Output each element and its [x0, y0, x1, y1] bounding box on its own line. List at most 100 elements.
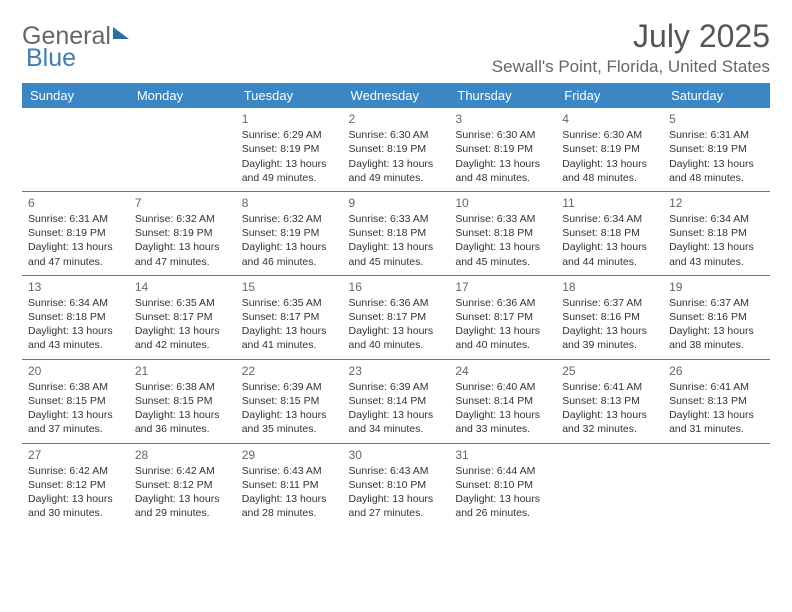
daylight-text: Daylight: 13 hours: [455, 492, 550, 506]
calendar-day-cell: 24Sunrise: 6:40 AMSunset: 8:14 PMDayligh…: [449, 359, 556, 443]
daylight-text: Daylight: 13 hours: [349, 408, 444, 422]
sunset-text: Sunset: 8:15 PM: [242, 394, 337, 408]
calendar-day-cell: [129, 108, 236, 191]
calendar-body: 1Sunrise: 6:29 AMSunset: 8:19 PMDaylight…: [22, 108, 770, 526]
sunrise-text: Sunrise: 6:37 AM: [562, 296, 657, 310]
sail-icon: [113, 27, 129, 39]
daylight-text: Daylight: 13 hours: [135, 492, 230, 506]
day-number: 17: [455, 279, 550, 295]
day-number: 2: [349, 111, 444, 127]
daylight-text: Daylight: 13 hours: [455, 240, 550, 254]
daylight-text: Daylight: 13 hours: [669, 240, 764, 254]
calendar-day-cell: 10Sunrise: 6:33 AMSunset: 8:18 PMDayligh…: [449, 191, 556, 275]
calendar-week-row: 27Sunrise: 6:42 AMSunset: 8:12 PMDayligh…: [22, 443, 770, 526]
day-number: 16: [349, 279, 444, 295]
daylight-text: Daylight: 13 hours: [242, 324, 337, 338]
sunrise-text: Sunrise: 6:34 AM: [669, 212, 764, 226]
sunset-text: Sunset: 8:14 PM: [455, 394, 550, 408]
daylight-text: and 28 minutes.: [242, 506, 337, 520]
calendar-day-cell: 23Sunrise: 6:39 AMSunset: 8:14 PMDayligh…: [343, 359, 450, 443]
sunrise-text: Sunrise: 6:29 AM: [242, 128, 337, 142]
calendar-day-cell: 5Sunrise: 6:31 AMSunset: 8:19 PMDaylight…: [663, 108, 770, 191]
calendar-week-row: 1Sunrise: 6:29 AMSunset: 8:19 PMDaylight…: [22, 108, 770, 191]
day-number: 9: [349, 195, 444, 211]
calendar-day-cell: 6Sunrise: 6:31 AMSunset: 8:19 PMDaylight…: [22, 191, 129, 275]
daylight-text: Daylight: 13 hours: [242, 408, 337, 422]
calendar-day-cell: 25Sunrise: 6:41 AMSunset: 8:13 PMDayligh…: [556, 359, 663, 443]
daylight-text: and 30 minutes.: [28, 506, 123, 520]
day-number: 22: [242, 363, 337, 379]
daylight-text: and 27 minutes.: [349, 506, 444, 520]
calendar-day-cell: 30Sunrise: 6:43 AMSunset: 8:10 PMDayligh…: [343, 443, 450, 526]
daylight-text: Daylight: 13 hours: [562, 324, 657, 338]
daylight-text: and 36 minutes.: [135, 422, 230, 436]
sunrise-text: Sunrise: 6:33 AM: [349, 212, 444, 226]
day-number: 28: [135, 447, 230, 463]
sunset-text: Sunset: 8:19 PM: [28, 226, 123, 240]
sunrise-text: Sunrise: 6:41 AM: [669, 380, 764, 394]
daylight-text: Daylight: 13 hours: [242, 240, 337, 254]
daylight-text: and 45 minutes.: [349, 255, 444, 269]
calendar-day-cell: 26Sunrise: 6:41 AMSunset: 8:13 PMDayligh…: [663, 359, 770, 443]
day-number: 11: [562, 195, 657, 211]
daylight-text: and 46 minutes.: [242, 255, 337, 269]
calendar-day-cell: 20Sunrise: 6:38 AMSunset: 8:15 PMDayligh…: [22, 359, 129, 443]
daylight-text: Daylight: 13 hours: [242, 492, 337, 506]
sunrise-text: Sunrise: 6:40 AM: [455, 380, 550, 394]
calendar-day-cell: 31Sunrise: 6:44 AMSunset: 8:10 PMDayligh…: [449, 443, 556, 526]
sunset-text: Sunset: 8:18 PM: [349, 226, 444, 240]
calendar-week-row: 20Sunrise: 6:38 AMSunset: 8:15 PMDayligh…: [22, 359, 770, 443]
daylight-text: and 48 minutes.: [455, 171, 550, 185]
calendar-week-row: 6Sunrise: 6:31 AMSunset: 8:19 PMDaylight…: [22, 191, 770, 275]
daylight-text: and 35 minutes.: [242, 422, 337, 436]
sunset-text: Sunset: 8:19 PM: [135, 226, 230, 240]
sunset-text: Sunset: 8:18 PM: [28, 310, 123, 324]
day-number: 7: [135, 195, 230, 211]
day-number: 29: [242, 447, 337, 463]
sunrise-text: Sunrise: 6:39 AM: [349, 380, 444, 394]
sunset-text: Sunset: 8:19 PM: [242, 142, 337, 156]
calendar-day-cell: 15Sunrise: 6:35 AMSunset: 8:17 PMDayligh…: [236, 275, 343, 359]
calendar-day-cell: 14Sunrise: 6:35 AMSunset: 8:17 PMDayligh…: [129, 275, 236, 359]
sunset-text: Sunset: 8:17 PM: [135, 310, 230, 324]
calendar-day-cell: 28Sunrise: 6:42 AMSunset: 8:12 PMDayligh…: [129, 443, 236, 526]
day-number: 31: [455, 447, 550, 463]
sunrise-text: Sunrise: 6:34 AM: [28, 296, 123, 310]
sunset-text: Sunset: 8:11 PM: [242, 478, 337, 492]
daylight-text: and 41 minutes.: [242, 338, 337, 352]
day-number: 20: [28, 363, 123, 379]
sunset-text: Sunset: 8:17 PM: [242, 310, 337, 324]
calendar-day-cell: 22Sunrise: 6:39 AMSunset: 8:15 PMDayligh…: [236, 359, 343, 443]
calendar-page: General July 2025 Sewall's Point, Florid…: [0, 0, 792, 536]
sunrise-text: Sunrise: 6:35 AM: [135, 296, 230, 310]
month-title: July 2025: [492, 18, 770, 55]
daylight-text: and 47 minutes.: [28, 255, 123, 269]
sunset-text: Sunset: 8:18 PM: [455, 226, 550, 240]
day-number: 18: [562, 279, 657, 295]
day-number: 27: [28, 447, 123, 463]
calendar-day-cell: 19Sunrise: 6:37 AMSunset: 8:16 PMDayligh…: [663, 275, 770, 359]
daylight-text: and 29 minutes.: [135, 506, 230, 520]
calendar-day-cell: 27Sunrise: 6:42 AMSunset: 8:12 PMDayligh…: [22, 443, 129, 526]
calendar-day-cell: [22, 108, 129, 191]
sunset-text: Sunset: 8:10 PM: [455, 478, 550, 492]
title-block: July 2025 Sewall's Point, Florida, Unite…: [492, 18, 770, 77]
daylight-text: Daylight: 13 hours: [135, 240, 230, 254]
daylight-text: Daylight: 13 hours: [28, 492, 123, 506]
daylight-text: Daylight: 13 hours: [562, 408, 657, 422]
day-number: 19: [669, 279, 764, 295]
day-number: 21: [135, 363, 230, 379]
daylight-text: Daylight: 13 hours: [669, 324, 764, 338]
day-number: 30: [349, 447, 444, 463]
calendar-day-cell: 2Sunrise: 6:30 AMSunset: 8:19 PMDaylight…: [343, 108, 450, 191]
calendar-day-cell: 16Sunrise: 6:36 AMSunset: 8:17 PMDayligh…: [343, 275, 450, 359]
daylight-text: Daylight: 13 hours: [349, 157, 444, 171]
calendar-week-row: 13Sunrise: 6:34 AMSunset: 8:18 PMDayligh…: [22, 275, 770, 359]
sunrise-text: Sunrise: 6:31 AM: [28, 212, 123, 226]
sunrise-text: Sunrise: 6:39 AM: [242, 380, 337, 394]
sunrise-text: Sunrise: 6:33 AM: [455, 212, 550, 226]
daylight-text: Daylight: 13 hours: [349, 324, 444, 338]
sunrise-text: Sunrise: 6:30 AM: [562, 128, 657, 142]
day-number: 4: [562, 111, 657, 127]
sunrise-text: Sunrise: 6:31 AM: [669, 128, 764, 142]
